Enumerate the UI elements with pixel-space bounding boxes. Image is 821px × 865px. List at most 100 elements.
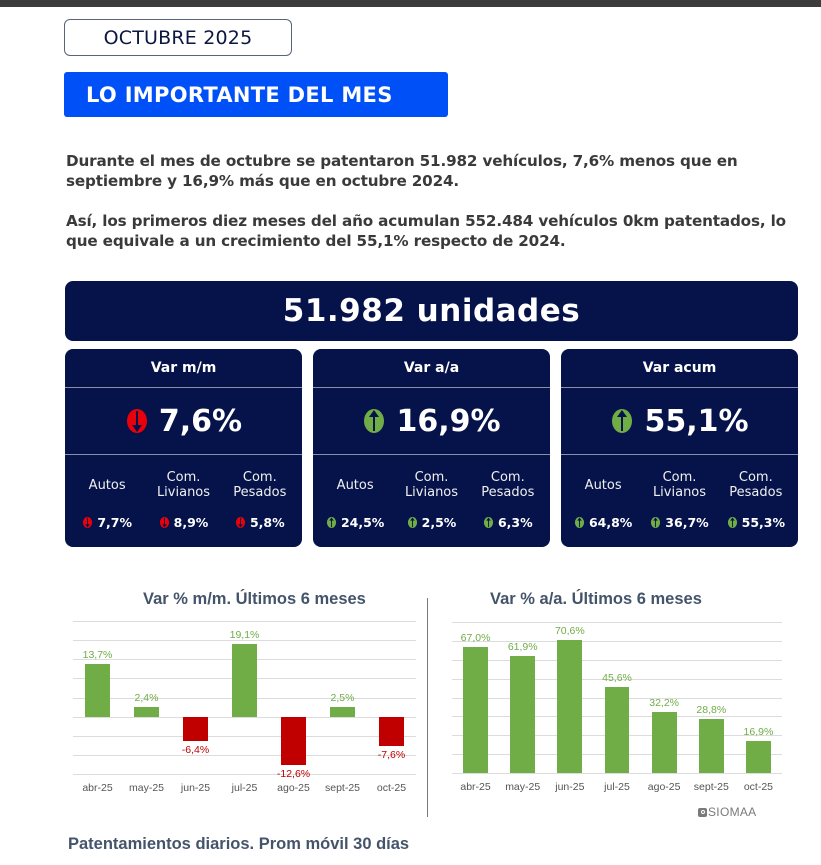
gridline [73,754,416,756]
chart-divider [427,598,428,817]
bar-value-label: 67,0% [460,631,491,644]
x-axis-label: sept-25 [693,781,729,793]
card-var-aa: Var a/a 16,9% Autos Com. Livianos Com. Pes… [313,349,550,547]
total-units-box: 51.982 unidades [65,281,798,341]
bar-value-label: -7,6% [377,748,406,761]
arrow-down-icon [235,517,246,528]
month-label-box: OCTUBRE 2025 [64,19,292,56]
bar-may-25 [510,656,536,773]
bar-abr-25 [84,664,111,717]
bar-sept-25 [329,707,356,717]
card-categories: Autos Com. Livianos Com. Pesados [561,455,798,515]
bar-may-25 [133,707,160,717]
bar-value-label: -12,6% [276,767,311,780]
value-com-livianos: 36,7% [641,515,717,530]
card-var-mm: Var m/m 7,6% Autos Com. Livianos Com. Pesa… [65,349,302,547]
bar-sept-25 [698,718,724,773]
arrow-down-icon [125,409,149,433]
value-autos: 24,5% [317,515,393,530]
arrow-down-icon [82,517,93,528]
gridline [73,716,416,718]
arrow-up-icon [407,517,418,528]
total-units-label: 51.982 unidades [282,293,581,329]
x-axis-label: oct-25 [743,781,774,793]
card-title: Var m/m [65,349,302,388]
intro-text: Durante el mes de octubre se patentaron … [66,151,806,271]
card-categories: Autos Com. Livianos Com. Pesados [65,455,302,515]
arrow-up-icon [650,517,661,528]
arrow-up-icon [483,517,494,528]
bar-ago-25 [280,716,307,765]
chart-aa-title: Var % a/a. Últimos 6 meses [490,590,702,608]
bar-oct-25 [745,741,771,773]
bar-oct-25 [378,716,405,746]
siomaa-logo-icon [698,807,707,817]
x-axis-label: abr-25 [82,782,113,794]
x-axis-label: oct-25 [376,782,407,794]
arrow-up-icon [326,517,337,528]
bar-value-label: -6,4% [181,744,210,757]
gridline [73,640,416,642]
bar-value-label: 70,6% [554,624,585,637]
bar-ago-25 [651,712,677,773]
bar-abr-25 [463,646,489,773]
x-axis-label: ago-25 [647,781,681,793]
card-main-value: 55,1% [561,388,798,455]
x-axis-label: jul-25 [231,782,258,794]
card-main-value: 7,6% [65,388,302,455]
card-value: 16,9% [396,403,501,439]
category-com-pesados: Com. Pesados [481,470,535,500]
section-title: LO IMPORTANTE DEL MES [86,82,393,107]
bar-jun-25 [182,716,209,742]
category-com-pesados: Com. Pesados [233,470,287,500]
bar-value-label: 45,6% [602,671,632,684]
category-autos: Autos [584,477,622,493]
card-value: 7,6% [158,403,243,439]
gridline [73,621,416,622]
bar-value-label: 19,1% [229,628,260,641]
gridline [452,659,782,661]
bar-value-label: 32,2% [649,697,680,710]
category-autos: Autos [336,477,374,493]
card-main-value: 16,9% [313,388,550,455]
card-title: Var a/a [313,349,550,388]
bar-jul-25 [231,643,258,717]
gridline [73,774,416,775]
category-com-livianos: Com. Livianos [156,470,211,500]
x-axis-label: may-25 [505,781,541,793]
x-axis-label: may-25 [128,782,164,794]
value-com-pesados: 5,8% [222,515,298,530]
value-autos: 7,7% [69,515,145,530]
chart-var-aa: 67,0% abr-25 61,9% may-25 70,6% jun-25 45,6% ju… [452,622,782,793]
x-axis-label: abr-25 [460,781,491,793]
bar-jun-25 [557,639,583,773]
gridline [452,773,782,774]
value-com-livianos: 2,5% [393,515,469,530]
month-label: OCTUBRE 2025 [103,26,253,49]
value-com-livianos: 8,9% [145,515,221,530]
x-axis-label: jul-25 [604,781,630,793]
x-axis-label: jun-25 [180,782,211,794]
x-axis-label: jun-25 [555,781,585,793]
gridline [452,640,782,642]
value-autos: 64,8% [565,515,641,530]
x-axis-label: sept-25 [324,782,361,794]
bar-value-label: 61,9% [507,641,538,654]
category-com-pesados: Com. Pesados [729,470,783,500]
bar-value-label: 2,4% [134,692,159,705]
card-category-values: 24,5% 2,5% 6,3% [313,515,550,530]
card-title: Var acum [561,349,798,388]
category-com-livianos: Com. Livianos [404,470,459,500]
chart-var-mm: 13,7% abr-25 2,4% may-25 -6,4% jun-25 19,1% jul… [73,621,416,794]
chart-mm-title: Var % m/m. Últimos 6 meses [143,590,366,608]
value-com-pesados: 55,3% [718,515,794,530]
arrow-up-icon [574,517,585,528]
category-autos: Autos [88,477,126,493]
arrow-up-icon [610,409,634,433]
card-var-acum: Var acum 55,1% Autos Com. Livianos Com. Pe… [561,349,798,547]
siomaa-logo: SIOMAA [698,805,756,819]
bar-value-label: 16,9% [743,726,774,739]
x-axis-label: ago-25 [277,782,310,794]
bar-value-label: 2,5% [330,692,355,705]
category-com-livianos: Com. Livianos [652,470,707,500]
